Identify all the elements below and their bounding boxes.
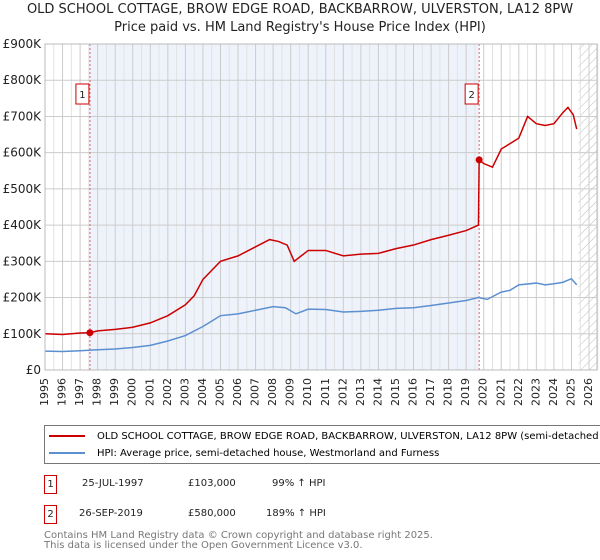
transaction-date: 25-JUL-1997	[82, 478, 144, 489]
sale-period-shade	[89, 44, 480, 370]
x-tick-label: 2019	[459, 378, 472, 406]
y-tick-label: £400K	[3, 218, 43, 232]
x-tick-label: 2025	[564, 378, 577, 406]
sale-point	[86, 329, 94, 337]
sale-marker-label: 2	[468, 90, 474, 101]
x-tick-label: 2008	[266, 378, 279, 406]
y-tick-label: £800K	[3, 73, 43, 87]
x-tick-label: 2015	[389, 378, 402, 406]
plot-border	[44, 43, 598, 371]
x-tick-label: 2006	[231, 378, 244, 406]
sale-marker-label: 1	[79, 90, 85, 101]
transaction-hpi: 189% ↑ HPI	[266, 508, 326, 519]
legend-swatch-price	[49, 435, 85, 437]
price-chart: 1995 1996 1997 1998 1999 2000 2001 2002 2003 2004…	[3, 37, 599, 406]
transaction-marker: 2	[44, 505, 57, 524]
x-tick-label: 2010	[301, 378, 314, 406]
x-tick-label: 2016	[407, 378, 420, 406]
x-tick-label: 2020	[477, 378, 490, 406]
x-tick-label: 1995	[38, 378, 51, 406]
x-tick-label: 2021	[494, 378, 507, 406]
legend-swatch-hpi	[49, 452, 85, 454]
x-tick-label: 2022	[512, 378, 525, 406]
x-tick-label: 2013	[354, 378, 367, 406]
x-tick-label: 2024	[547, 378, 560, 406]
transaction-hpi: 99% ↑ HPI	[272, 478, 326, 489]
sale-marker-box	[75, 83, 90, 105]
legend-label-price: OLD SCHOOL COTTAGE, BROW EDGE ROAD, BACK…	[97, 430, 600, 442]
x-tick-label: 2005	[213, 378, 226, 406]
x-tick-label: 2014	[371, 378, 384, 406]
y-tick-label: £0	[26, 363, 41, 377]
y-tick-label: £200K	[3, 291, 43, 305]
chart-title: OLD SCHOOL COTTAGE, BROW EDGE ROAD, BACK…	[26, 2, 574, 17]
legend-item-hpi: HPI: Average price, semi-detached house,…	[45, 445, 439, 461]
x-tick-label: 1997	[73, 378, 86, 406]
footer-line: Contains HM Land Registry data © Crown c…	[44, 530, 433, 541]
legend: OLD SCHOOL COTTAGE, BROW EDGE ROAD, BACK…	[44, 425, 600, 464]
transaction-price: £103,000	[188, 478, 236, 489]
transaction-marker: 1	[44, 475, 57, 494]
x-tick-label: 2000	[126, 378, 139, 406]
hpi-line	[44, 277, 578, 353]
x-tick-label: 2002	[161, 378, 174, 406]
y-tick-label: £600K	[3, 146, 43, 160]
x-tick-label: 2018	[442, 378, 455, 406]
x-tick-label: 2023	[529, 378, 542, 406]
y-tick-label: £100K	[3, 327, 43, 341]
y-tick-label: £900K	[3, 37, 43, 51]
x-tick-label: 1996	[56, 378, 69, 406]
y-tick-label: £500K	[3, 182, 43, 196]
legend-label-hpi: HPI: Average price, semi-detached house,…	[97, 447, 440, 459]
x-tick-label: 2007	[249, 378, 262, 406]
x-tick-label: 2011	[319, 378, 332, 406]
x-tick-label: 2009	[284, 378, 297, 406]
y-tick-label: £700K	[3, 109, 43, 123]
price-line	[44, 106, 578, 336]
y-tick-label: £300K	[3, 254, 43, 268]
x-tick-label: 2017	[424, 378, 437, 406]
future-hatch	[578, 44, 597, 370]
x-tick-label: 2004	[196, 378, 209, 406]
sale-marker-box	[464, 83, 479, 105]
chart-subtitle: Price paid vs. HM Land Registry's House …	[114, 20, 486, 35]
x-tick-label: 1999	[108, 378, 121, 406]
transaction-price: £580,000	[188, 508, 236, 519]
sale-point	[475, 156, 483, 164]
x-tick-label: 2001	[143, 378, 156, 406]
x-tick-label: 2026	[582, 378, 595, 406]
x-tick-label: 2012	[336, 378, 349, 406]
footer: Contains HM Land Registry data © Crown c…	[44, 531, 433, 551]
legend-item-price: OLD SCHOOL COTTAGE, BROW EDGE ROAD, BACK…	[45, 428, 600, 444]
x-tick-label: 1998	[91, 378, 104, 406]
x-tick-label: 2003	[178, 378, 191, 406]
transaction-date: 26-SEP-2019	[79, 508, 143, 519]
footer-line: This data is licensed under the Open Gov…	[44, 540, 363, 551]
